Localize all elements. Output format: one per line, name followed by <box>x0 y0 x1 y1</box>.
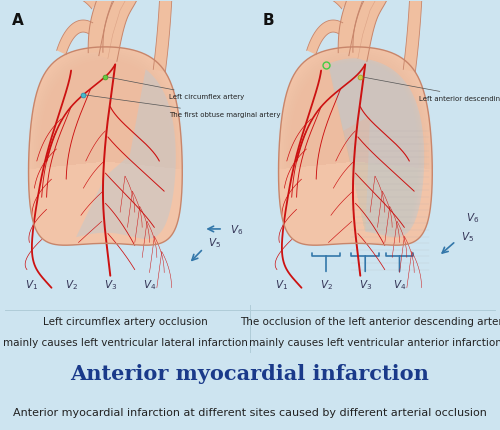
Text: Left anterior descending artery: Left anterior descending artery <box>363 78 500 101</box>
Text: $V_1$: $V_1$ <box>26 277 38 291</box>
Text: mainly causes left ventricular lateral infarction: mainly causes left ventricular lateral i… <box>2 337 248 347</box>
Text: $V_3$: $V_3$ <box>104 277 117 291</box>
Polygon shape <box>153 0 173 73</box>
Polygon shape <box>403 0 423 73</box>
Text: The occlusion of the left anterior descending artery: The occlusion of the left anterior desce… <box>240 316 500 326</box>
Text: Left circumflex artery occlusion: Left circumflex artery occlusion <box>42 316 207 326</box>
Text: $V_2$: $V_2$ <box>64 277 78 291</box>
Polygon shape <box>34 54 176 169</box>
Text: $V_4$: $V_4$ <box>393 277 406 291</box>
Text: $V_1$: $V_1$ <box>276 277 288 291</box>
Text: Anterior myocardial infarction at different sites caused by different arterial o: Anterior myocardial infarction at differ… <box>13 407 487 417</box>
Text: $V_2$: $V_2$ <box>320 277 332 291</box>
Text: B: B <box>262 13 274 28</box>
Polygon shape <box>328 59 424 238</box>
Text: $V_6$: $V_6$ <box>230 222 243 236</box>
Text: $V_3$: $V_3$ <box>358 277 372 291</box>
Text: $V_5$: $V_5$ <box>461 230 474 244</box>
Polygon shape <box>288 59 423 169</box>
Polygon shape <box>38 59 173 169</box>
Polygon shape <box>280 50 430 169</box>
Polygon shape <box>30 50 180 169</box>
Polygon shape <box>338 0 372 53</box>
Polygon shape <box>52 0 100 10</box>
Polygon shape <box>286 56 425 169</box>
Polygon shape <box>56 21 92 55</box>
Polygon shape <box>349 0 394 62</box>
Text: Anterior myocardial infarction: Anterior myocardial infarction <box>70 363 430 383</box>
Polygon shape <box>99 0 144 62</box>
Polygon shape <box>40 61 172 169</box>
Text: mainly causes left ventricular anterior infarction: mainly causes left ventricular anterior … <box>248 337 500 347</box>
Polygon shape <box>36 56 175 169</box>
Polygon shape <box>284 54 426 169</box>
Text: $V_4$: $V_4$ <box>143 277 156 291</box>
Polygon shape <box>29 47 182 169</box>
Polygon shape <box>76 70 176 240</box>
Text: $V_6$: $V_6$ <box>466 210 479 224</box>
Text: Left circumflex artery: Left circumflex artery <box>108 78 244 100</box>
Text: The first obtuse marginal artery: The first obtuse marginal artery <box>86 96 280 118</box>
Polygon shape <box>32 52 178 169</box>
Polygon shape <box>28 48 182 246</box>
Polygon shape <box>27 45 184 169</box>
Polygon shape <box>277 45 434 169</box>
Polygon shape <box>290 61 422 169</box>
Text: A: A <box>12 13 24 28</box>
Polygon shape <box>306 21 342 55</box>
Text: $V_5$: $V_5$ <box>208 236 222 250</box>
Polygon shape <box>278 48 432 246</box>
Polygon shape <box>282 52 428 169</box>
Polygon shape <box>279 47 432 169</box>
Polygon shape <box>88 0 122 53</box>
Polygon shape <box>302 0 350 10</box>
